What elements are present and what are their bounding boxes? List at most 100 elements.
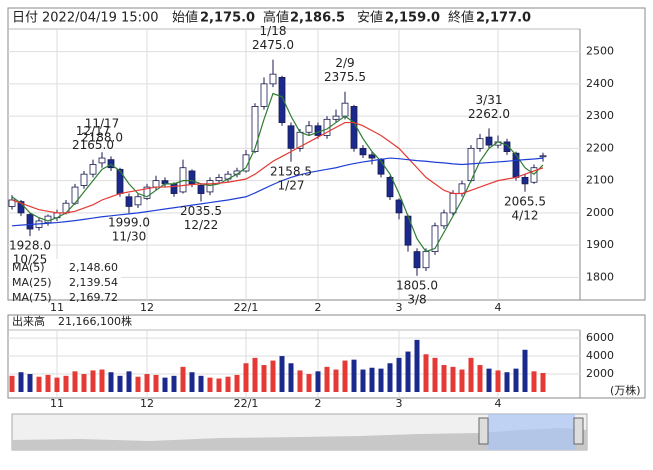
legend-name: MA(5)	[12, 261, 45, 274]
candle-body	[278, 76, 286, 123]
legend-value: 2,139.54	[69, 276, 118, 289]
legend-name: MA(25)	[12, 276, 52, 289]
x-tick-label: 12	[140, 397, 154, 410]
candle-body	[332, 115, 340, 120]
candle-body	[359, 147, 367, 156]
volume-bar	[252, 357, 258, 392]
y-tick-label: 2100	[586, 174, 614, 187]
volume-bar	[306, 374, 312, 392]
x-tick-label: 3	[396, 301, 403, 314]
legend-box	[9, 259, 121, 299]
y-tick-label: 2400	[586, 77, 614, 90]
volume-bar	[144, 374, 150, 392]
marks	[8, 59, 547, 392]
candle-body	[287, 125, 295, 149]
x-tick-label: 3	[396, 397, 403, 410]
volume-bar	[36, 376, 42, 392]
candle-body	[413, 251, 421, 269]
y-tick-label: 1900	[586, 238, 614, 251]
annotation-price: 2158.5	[270, 164, 312, 178]
candle-body	[269, 73, 277, 85]
legend-value: 2,148.60	[69, 261, 118, 274]
volume-bar	[378, 368, 384, 392]
volume-bar	[423, 354, 429, 392]
candle-body	[521, 177, 529, 185]
navigator-handle[interactable]	[573, 417, 584, 445]
candle-body	[251, 106, 259, 152]
x-tick-label: 22/1	[234, 397, 259, 410]
navigator[interactable]	[11, 413, 588, 451]
navigator-window[interactable]	[488, 414, 575, 450]
x-tick-label: 2	[315, 397, 322, 410]
volume-bar	[486, 368, 492, 392]
volume-bar	[162, 377, 168, 392]
x-tick-label: 22/1	[234, 301, 259, 314]
date: 2022/04/19 15:00	[42, 11, 159, 26]
volume-bar	[18, 372, 24, 392]
candle-body	[170, 183, 178, 194]
candle-body	[485, 136, 493, 146]
candle-body	[215, 177, 223, 182]
candle-body	[458, 183, 466, 194]
header-value: 2,175.0	[200, 11, 255, 26]
volume-bar	[90, 370, 96, 392]
candle-body	[107, 159, 115, 169]
annotation-date: 1/18	[260, 24, 287, 38]
candle-body	[431, 225, 439, 253]
x-tick-label: 2	[315, 301, 322, 314]
candle-body	[26, 214, 34, 230]
volume-bar	[504, 372, 510, 392]
annotation-price: 2475.0	[252, 38, 294, 52]
price-frame	[7, 7, 646, 301]
volume-bar	[387, 363, 393, 392]
ma-line	[11, 157, 544, 227]
annotation-date: 4/12	[512, 208, 539, 222]
volume-bar	[477, 365, 483, 392]
y-tick-label: 2200	[586, 141, 614, 154]
volume-bar	[198, 375, 204, 392]
annotation-date: 10/25	[13, 253, 48, 267]
header-label: 高値	[263, 10, 289, 26]
volume-bar	[522, 349, 528, 392]
annotation-date: 11/17	[85, 117, 120, 131]
volume-bar	[513, 368, 519, 392]
volume-bar	[207, 377, 213, 392]
annotation-date: 3/31	[476, 93, 503, 107]
volume-bar	[369, 367, 375, 392]
header-label: 安値	[357, 10, 383, 26]
candle-body	[206, 180, 214, 193]
x-tick-label: 4	[495, 301, 502, 314]
volume-bar	[189, 372, 195, 392]
volume-bar	[225, 376, 231, 392]
y-tick-label: 1800	[586, 270, 614, 283]
annotation-date: 1/27	[278, 178, 305, 192]
candle-body	[395, 199, 403, 214]
header-label: 終値	[448, 10, 474, 26]
y-tick-label: 6000	[586, 331, 614, 344]
x-tick-label: 12	[140, 301, 154, 314]
annotation-price: 1805.0	[396, 278, 438, 292]
candle-body	[503, 141, 511, 152]
candle-body	[476, 138, 484, 149]
annotation-price: 2188.0	[81, 131, 123, 145]
volume-bar	[315, 371, 321, 392]
volume-bar	[324, 366, 330, 392]
volume-bar	[351, 359, 357, 392]
annotation-date: 2/9	[335, 56, 354, 70]
volume-bar	[9, 375, 15, 392]
annotation-date: 12/17	[76, 124, 111, 138]
navigator-handle[interactable]	[478, 417, 489, 445]
candle-body	[197, 185, 205, 194]
candle-body	[341, 102, 349, 117]
volume-bar	[432, 357, 438, 392]
candle-body	[440, 212, 448, 227]
y-tick-label: 2000	[586, 206, 614, 219]
volume-bar	[72, 371, 78, 392]
volume-bar	[180, 366, 186, 392]
legend-name: MA(75)	[12, 291, 52, 304]
y-tick-label: 2000	[586, 367, 614, 380]
volume-bar	[63, 375, 69, 392]
x-tick-label: 11	[50, 301, 64, 314]
x-tick-label: 11	[50, 397, 64, 410]
